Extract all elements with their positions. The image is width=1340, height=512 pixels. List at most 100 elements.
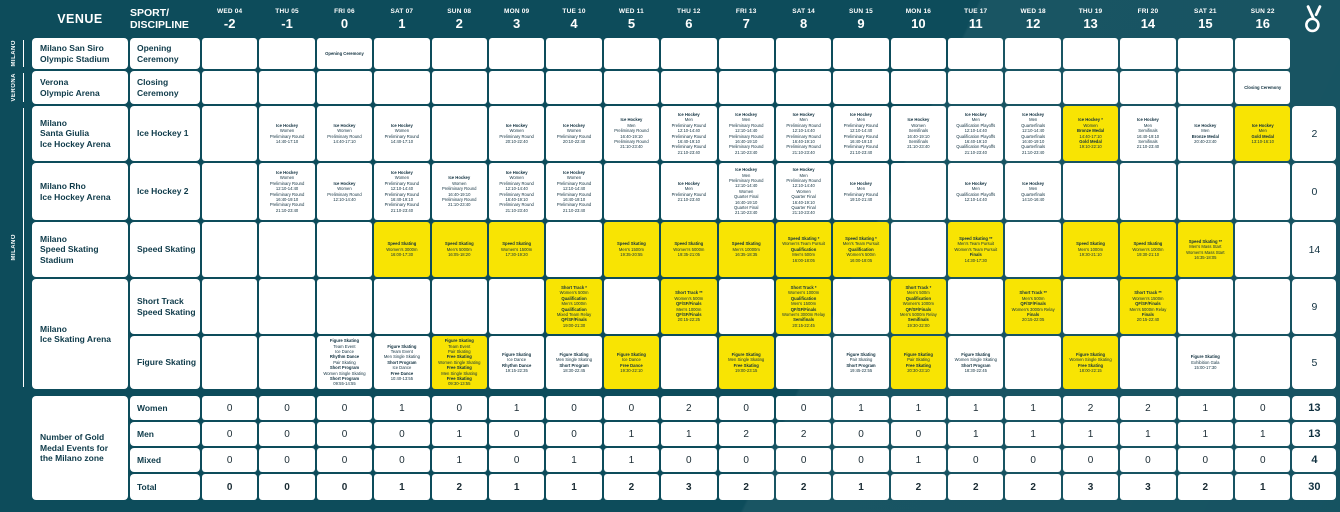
event-line: 16:40-19:10: [1136, 133, 1160, 139]
summary-value: 2: [686, 402, 692, 414]
summary-value: 1: [972, 402, 979, 414]
event-line: Speed Skating *: [845, 236, 877, 242]
event-line: Exhibition Gala: [1191, 359, 1220, 365]
event-line: Figure Skating: [329, 338, 360, 344]
event-line: 16:00-18:05: [792, 257, 815, 263]
event-line: Qualification: [790, 295, 817, 301]
event-line: Men's 500m: [792, 252, 815, 258]
day-header: MON 09 3: [489, 2, 544, 36]
summary-value: 0: [858, 454, 864, 466]
event-line: Ice Hockey: [792, 167, 815, 173]
event-line: 16:40-19:10: [964, 138, 987, 144]
event-line: Men: [856, 117, 866, 123]
schedule-cell: [431, 71, 487, 104]
event-line: Preliminary Round: [499, 202, 534, 208]
event-line: Figure Skating: [846, 351, 876, 357]
summary-value: 2: [800, 428, 807, 440]
event-line: Men's Team Pursuit: [957, 241, 995, 247]
discipline-name: Opening Ceremony: [137, 43, 179, 64]
event-line: Women: [452, 180, 467, 186]
summary-value-cell: 0: [316, 422, 373, 446]
summary-value: 0: [571, 428, 577, 440]
gold-medal-count: 2: [1311, 127, 1318, 140]
discipline-cell: Speed Skating: [130, 222, 200, 277]
discipline-cell: Closing Ceremony: [130, 71, 200, 104]
event-line: Quarterfinals: [1021, 191, 1046, 197]
summary-total: 4: [1311, 454, 1318, 466]
schedule-cell: Speed Skating ** Men's Mass Start Women's …: [1177, 222, 1234, 277]
summary-value: 1: [1259, 481, 1266, 493]
day-name: TUE 10: [562, 7, 586, 15]
summary-total: 13: [1308, 402, 1321, 414]
summary-label: Men: [137, 429, 154, 439]
summary-value: 0: [1259, 402, 1266, 414]
event-line: 12:10-14:40: [390, 186, 414, 192]
summary-row-label: Women: [130, 396, 200, 420]
zone-label-text: MILANO: [10, 40, 17, 67]
schedule-cell: Ice Hockey Women Preliminary Round 16:40-19…: [431, 163, 487, 220]
schedule-cell: [948, 279, 1004, 334]
event-line: Qualification: [561, 306, 587, 312]
schedule-cell: [1177, 163, 1234, 220]
summary-value-cell: 0: [603, 396, 660, 420]
gold-medal-count-cell: 9: [1292, 279, 1337, 334]
event-line: 16:40-19:10: [849, 138, 873, 144]
event-line: Finals: [1027, 311, 1040, 317]
day-number: 14: [1140, 15, 1156, 31]
day-name: SUN 08: [447, 7, 472, 15]
schedule-cell: [775, 71, 832, 104]
event-line: 19:45-22:55: [849, 367, 873, 373]
summary-value-cell: 1: [948, 422, 1004, 446]
summary-value-cell: 1: [661, 422, 717, 446]
summary-value: 2: [972, 481, 979, 493]
day-name: THU 12: [677, 7, 701, 15]
schedule-cell: Ice Hockey Women Preliminary Round 12:10-14…: [316, 163, 373, 220]
schedule-cell: [1177, 71, 1234, 104]
event-line: Preliminary Round: [327, 191, 362, 197]
summary-value-cell: 3: [1120, 474, 1176, 500]
schedule-cell: [374, 279, 430, 334]
summary-value-cell: 1: [1062, 422, 1119, 446]
schedule-cell: Ice Hockey Women Preliminary Round 12:10-14…: [374, 163, 430, 220]
event-line: Preliminary Round: [384, 191, 420, 197]
summary-total-cell: 13: [1292, 422, 1337, 446]
event-line: Quarter Final: [791, 204, 816, 210]
summary-value: 0: [341, 428, 348, 440]
summary-value-cell: 1: [833, 474, 889, 500]
schedule-cell: Ice Hockey * Women Bronze Medal 14:40-17:10…: [1062, 106, 1119, 161]
gold-medal-count-cell: 0: [1292, 163, 1337, 220]
day-number: 8: [799, 15, 808, 31]
summary-value: 0: [1202, 454, 1209, 466]
day-number: 4: [570, 15, 578, 31]
schedule-cell: [890, 71, 947, 104]
schedule-cell: Ice Hockey Men Preliminary Round 12:10-14:4…: [718, 163, 774, 220]
summary-value-cell: 1: [890, 448, 947, 472]
day-header: SUN 08 2: [432, 2, 487, 36]
summary-total: 13: [1308, 428, 1321, 440]
event-line: Ice Dance: [392, 365, 412, 371]
event-line: Men's 1000m: [561, 301, 587, 307]
event-line: 18:30-22:45: [964, 367, 987, 373]
event-line: 16:00-17:30: [390, 252, 414, 258]
discipline-name: Closing Ceremony: [137, 77, 179, 98]
schedule-cell: [202, 38, 258, 69]
summary-value: 1: [513, 402, 520, 414]
schedule-cell: Speed Skating Women's 1000m 19:30-21:10: [1120, 222, 1176, 277]
event-line: Quarter Final: [733, 194, 759, 200]
summary-value: 1: [1202, 402, 1209, 414]
event-line: Preliminary Round: [843, 122, 879, 128]
day-number: 12: [1025, 15, 1041, 31]
event-line: Ice Hockey: [333, 122, 356, 128]
summary-value-cell: 1: [1235, 422, 1291, 446]
summary-value-cell: 1: [431, 422, 487, 446]
event-line: 14:40-17:10: [1079, 133, 1102, 139]
event-line: Ice Hockey: [1022, 180, 1045, 186]
event-line: Preliminary Round: [614, 138, 649, 144]
summary-value: 0: [341, 402, 348, 414]
schedule-cell: [374, 71, 430, 104]
event-line: 12:10-14:40: [677, 128, 700, 134]
summary-value-cell: 1: [546, 474, 602, 500]
summary-total-cell: 4: [1292, 448, 1337, 472]
schedule-cell: Ice Hockey Men Qualification Playoffs 12:10…: [948, 106, 1004, 161]
schedule-cell: [775, 38, 832, 69]
